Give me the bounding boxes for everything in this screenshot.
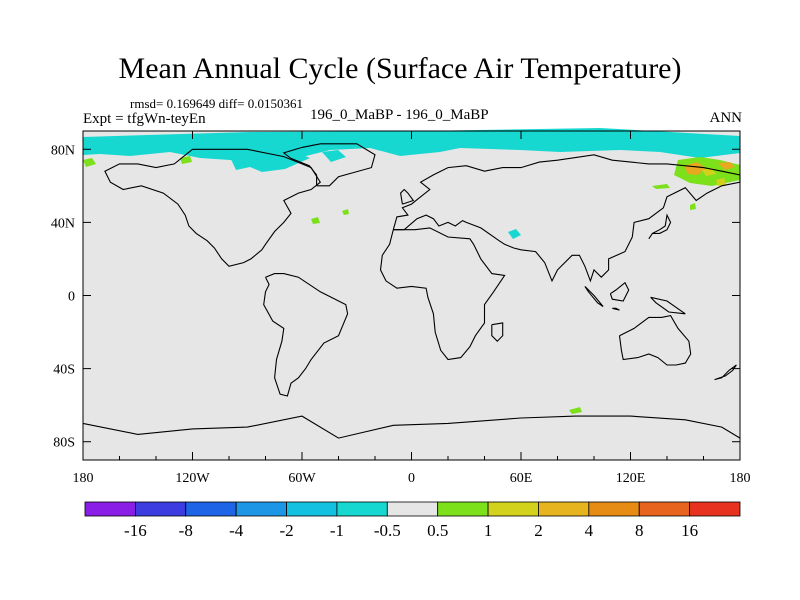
coastline-4 [618,314,692,366]
coastline-2 [379,227,506,361]
plot-area [82,128,741,461]
colorbar-label: -0.5 [374,521,401,540]
colorbar-swatch [185,501,237,517]
coastline-8 [491,322,504,342]
colorbar-swatch [437,501,489,517]
x-axis: 180 120W 60W 0 60E 120E 180 [73,131,751,486]
colorbar-swatch [689,501,741,517]
coastline-13 [609,281,630,302]
coastline-6 [714,364,737,381]
colorbar-label: 4 [585,521,594,540]
experiment-label: Expt = tfgWn-teyEn [83,111,206,127]
arctic-cooling-band [83,128,740,239]
map-background [83,131,740,460]
coastline-14 [650,296,686,315]
colorbar-label: -2 [279,521,293,540]
colorbar-label: 8 [635,521,644,540]
y-tick-label: 40N [51,216,75,231]
y-tick-label: 40S [53,363,75,378]
colorbar-swatch [386,501,439,517]
coastlines [82,143,741,439]
colorbar-label: -1 [330,521,344,540]
x-tick-label: 0 [408,471,415,486]
coastline-3 [392,154,741,283]
y-tick-label: 80S [53,436,75,451]
colorbar-swatch [588,501,640,517]
colorbar-label: -8 [179,521,193,540]
coastline-7 [82,415,741,439]
anomaly-layer [83,128,740,414]
colorbar-label: 16 [681,521,698,540]
colorbar-swatch [487,501,539,517]
colorbar-label: -16 [124,521,147,540]
coastline-0 [104,148,322,267]
colorbar-swatch [84,501,136,517]
colorbar-swatch [538,501,590,517]
coastline-1 [263,273,349,397]
x-tick-label: 180 [730,471,751,486]
colorbar-label: 2 [534,521,543,540]
colorbar-label: 1 [484,521,493,540]
x-tick-label: 120W [175,471,210,486]
season-label: ANN [709,110,743,126]
y-tick-label: 0 [68,290,75,305]
page-title: Mean Annual Cycle (Surface Air Temperatu… [118,52,682,85]
colorbar: -16 -8 -4 -2 -1 -0.5 0.5 1 2 4 8 16 [84,501,741,540]
coastline-12 [612,307,620,311]
x-tick-label: 180 [73,471,94,486]
x-tick-label: 60W [288,471,316,486]
colorbar-swatch [134,501,187,517]
y-axis: 80N 40N 0 40S 80S [51,143,740,451]
colorbar-swatch [638,501,691,517]
x-tick-label: 60E [510,471,533,486]
coastline-5 [282,143,376,187]
colorbar-swatch [286,501,338,517]
colorbar-label: 0.5 [427,521,448,540]
coastline-11 [584,286,604,307]
warming-center-4-8 [684,162,735,175]
colorbar-swatch [235,501,287,517]
colorbar-swatch [336,501,388,517]
comparison-subtitle: 196_0_MaBP - 196_0_MaBP [310,107,489,123]
warming-patch-2-4 [702,168,726,186]
colorbar-label: -4 [229,521,244,540]
coastline-9 [400,188,415,205]
y-tick-label: 80N [51,143,75,158]
x-tick-label: 120E [616,471,646,486]
coastline-10 [648,213,672,240]
stats-text: rmsd= 0.169649 diff= 0.0150361 [130,96,303,111]
